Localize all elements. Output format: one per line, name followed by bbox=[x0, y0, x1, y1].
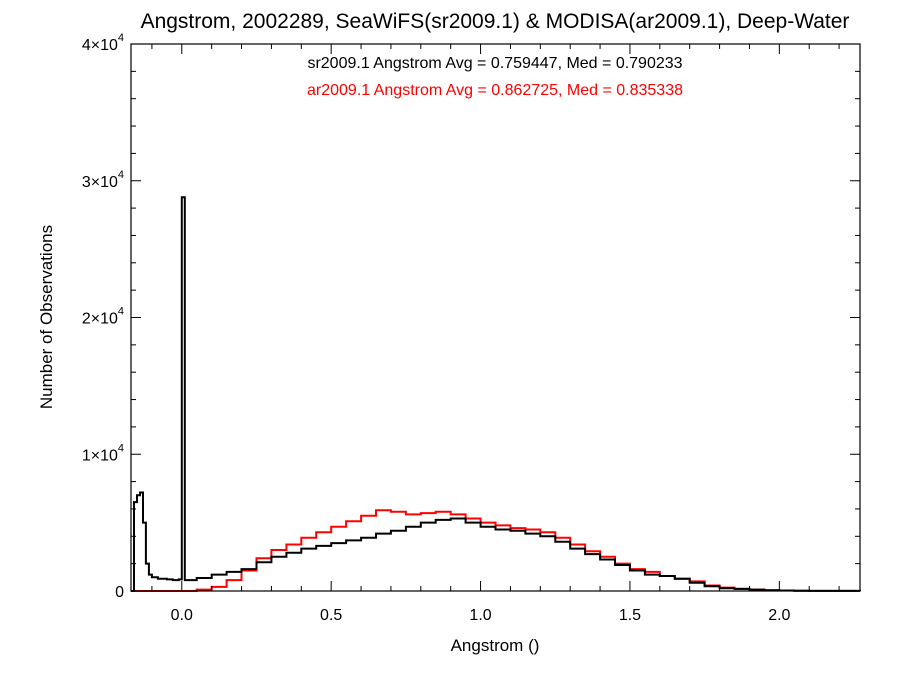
x-axis-label: Angstrom () bbox=[451, 636, 540, 655]
y-tick-label: 2×104 bbox=[82, 306, 124, 328]
series-line-1 bbox=[131, 196, 861, 592]
x-tick-label: 2.0 bbox=[768, 607, 790, 624]
chart-title: Angstrom, 2002289, SeaWiFS(sr2009.1) & M… bbox=[141, 10, 850, 33]
x-tick-label: 1.0 bbox=[469, 607, 491, 624]
y-tick-label: 1×104 bbox=[82, 442, 124, 464]
x-tick-label: 0.5 bbox=[320, 607, 342, 624]
stats-annotation-sr: sr2009.1 Angstrom Avg = 0.759447, Med = … bbox=[307, 55, 682, 72]
x-tick-label: 1.5 bbox=[619, 607, 641, 624]
series-line-0 bbox=[131, 509, 861, 592]
plot-frame bbox=[130, 43, 861, 592]
ticks-layer: 0.0 0.5 1.0 1.5 2.0 0 1×104 2×104 3×104 4×104 bbox=[82, 32, 860, 624]
y-tick-label: 3×104 bbox=[82, 169, 124, 191]
stats-annotation-ar: ar2009.1 Angstrom Avg = 0.862725, Med = … bbox=[307, 82, 683, 99]
y-tick-label: 0 bbox=[115, 584, 124, 601]
y-axis-label: Number of Observations bbox=[37, 225, 56, 409]
y-tick-label: 4×104 bbox=[82, 32, 124, 54]
series-layer bbox=[131, 196, 861, 592]
x-tick-label: 0.0 bbox=[171, 607, 193, 624]
